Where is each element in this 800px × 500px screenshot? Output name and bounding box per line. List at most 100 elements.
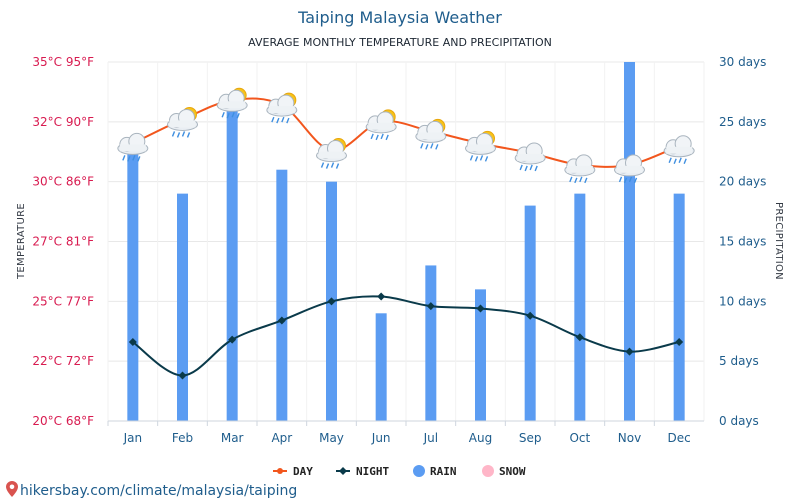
rain-drop — [385, 134, 389, 141]
cloud-fill — [417, 132, 444, 140]
rain-drop — [435, 144, 439, 150]
weather-icons — [117, 87, 695, 184]
rain-drop — [469, 155, 474, 161]
rain-drop — [226, 113, 230, 119]
rain-drop — [534, 165, 538, 172]
partly-sunny-rain-icon — [365, 109, 397, 141]
rain-drop — [474, 156, 479, 162]
y-right-tick-label: 5 days — [719, 354, 759, 368]
rain-bar — [177, 193, 188, 421]
y-left-label: TEMPERATURE — [16, 203, 27, 280]
x-tick-label: Apr — [271, 431, 292, 445]
x-tick-label: Oct — [569, 431, 590, 445]
rain-bar — [475, 289, 486, 421]
y-left-tick-label: 35°C 95°F — [32, 55, 94, 69]
legend-swatch — [413, 465, 425, 477]
rain-bar — [276, 169, 288, 421]
night-point — [377, 292, 386, 301]
x-tick-label: Feb — [172, 431, 193, 445]
x-tick-label: Mar — [221, 431, 244, 445]
legend: DAY NIGHT RAIN SNOW — [273, 465, 526, 478]
rain-drop — [683, 158, 687, 165]
rain-drop — [276, 117, 280, 124]
night-point — [526, 311, 535, 320]
rain-drop — [574, 177, 578, 184]
rain-drop — [186, 132, 191, 138]
night-point — [128, 338, 137, 347]
legend-item-snow: SNOW — [482, 465, 526, 478]
rain-drop — [171, 131, 176, 137]
rain-drop — [633, 177, 638, 184]
partly-sunny-rain-icon — [465, 130, 496, 162]
legend-swatch-marker — [277, 468, 283, 474]
legend-label: DAY — [293, 465, 313, 478]
axes: 20°C 68°F 22°C 72°F 25°C 77°F 27°C 81°F 30°C… — [32, 55, 766, 445]
legend-item-day: DAY — [273, 465, 313, 478]
partly-sunny-rain-icon — [216, 87, 248, 119]
night-point — [675, 338, 684, 347]
rain-drop — [370, 133, 374, 140]
y-right-tick-label: 25 days — [719, 115, 766, 129]
rain-icon — [663, 135, 695, 165]
rain-bar — [673, 193, 685, 421]
rain-drop — [127, 156, 131, 162]
night-point — [625, 347, 634, 356]
cloud-fill — [368, 122, 395, 130]
legend-label: RAIN — [430, 465, 457, 478]
rain-icon — [564, 154, 596, 184]
cloud-fill — [467, 144, 494, 152]
x-tick-label: Nov — [618, 431, 641, 445]
x-tick-label: Aug — [469, 431, 492, 445]
cloud-fill — [268, 106, 295, 114]
y-right-tick-label: 15 days — [719, 235, 766, 249]
legend-item-night: NIGHT — [336, 465, 389, 478]
footer-link[interactable]: hikersbay.com/climate/malaysia/taiping — [20, 483, 297, 499]
cloud-fill — [318, 151, 345, 159]
legend-item-rain: RAIN — [413, 465, 457, 478]
legend-label: NIGHT — [356, 465, 389, 478]
rain-drop — [628, 176, 633, 183]
x-tick-label: Jun — [371, 431, 391, 445]
rain-drop — [519, 164, 523, 171]
rain-drop — [221, 112, 225, 118]
rain-drop — [678, 157, 682, 164]
partly-sunny-rain-icon — [316, 138, 347, 169]
rain-drop — [286, 117, 290, 124]
rain-icon — [117, 132, 149, 162]
rain-drop — [430, 143, 434, 149]
rain-drop — [479, 155, 484, 161]
rain-drop — [375, 134, 379, 141]
y-right-tick-label: 10 days — [719, 294, 766, 308]
footer[interactable]: hikersbay.com/climate/malaysia/taiping — [6, 481, 297, 499]
cloud-fill — [517, 153, 544, 161]
rain-icon — [514, 142, 546, 172]
rain-drop — [320, 162, 325, 168]
cloud-fill — [666, 146, 693, 154]
rain-drop — [330, 162, 335, 168]
rain-bar — [226, 97, 238, 422]
x-tick-label: Jan — [123, 431, 143, 445]
rain-drop — [122, 155, 126, 161]
y-left-tick-label: 25°C 77°F — [32, 294, 94, 308]
chart-subtitle: AVERAGE MONTHLY TEMPERATURE AND PRECIPIT… — [248, 36, 552, 49]
rain-bar — [425, 265, 437, 421]
y-left-tick-label: 27°C 81°F — [32, 235, 94, 249]
y-right-tick-label: 20 days — [719, 175, 766, 189]
rain-drop — [668, 157, 672, 164]
rain-drop — [529, 164, 533, 171]
cloud-fill — [566, 165, 593, 173]
x-tick-label: Sep — [519, 431, 542, 445]
rain-drop — [132, 155, 136, 161]
partly-sunny-rain-icon — [415, 118, 447, 150]
cloud-fill — [119, 144, 146, 152]
rain-drop — [325, 163, 330, 169]
y-left-tick-label: 20°C 68°F — [32, 414, 94, 428]
night-point — [228, 335, 237, 344]
night-point — [476, 304, 485, 313]
rain-bar — [375, 313, 387, 421]
rain-drop — [281, 116, 285, 123]
cloud-fill — [616, 165, 643, 173]
cloud-fill — [219, 101, 246, 109]
rain-drop — [137, 156, 141, 162]
